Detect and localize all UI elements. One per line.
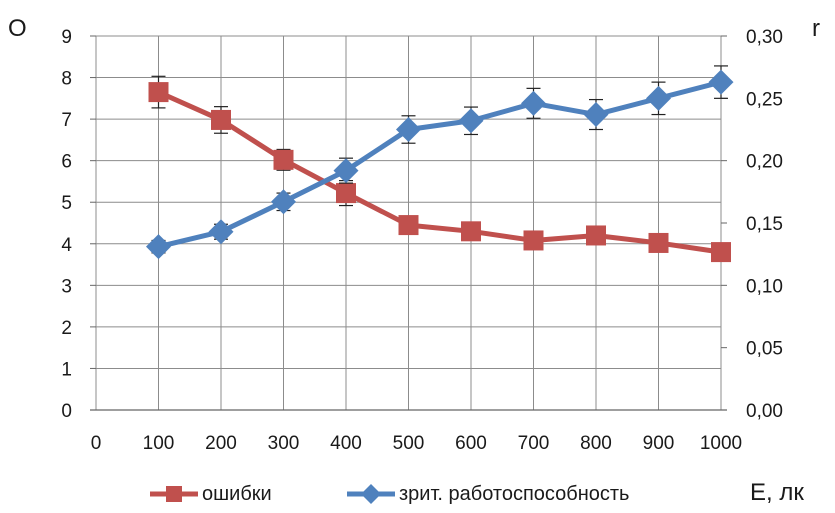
series-1 bbox=[148, 75, 731, 263]
left-tick-label: 0 bbox=[61, 401, 72, 422]
data-point bbox=[148, 82, 169, 103]
right-tick-label: 0,10 bbox=[746, 276, 783, 297]
x-tick-label: 200 bbox=[205, 433, 237, 454]
x-tick-label: 800 bbox=[580, 433, 612, 454]
data-point bbox=[648, 232, 669, 253]
data-point bbox=[398, 215, 419, 236]
data-point bbox=[646, 85, 671, 111]
right-tick-label: 0,15 bbox=[746, 214, 783, 235]
left-tick-label: 5 bbox=[61, 193, 72, 214]
legend: ошибки зрит. работоспособность bbox=[150, 483, 629, 505]
right-axis-label: r bbox=[812, 15, 820, 42]
series-line bbox=[157, 89, 722, 255]
data-point bbox=[396, 117, 421, 142]
data-point bbox=[333, 158, 359, 184]
x-tick-label: 0 bbox=[91, 433, 102, 454]
x-tick-label: 900 bbox=[643, 433, 675, 454]
left-tick-label: 3 bbox=[61, 276, 72, 297]
data-point bbox=[708, 69, 734, 95]
left-tick-label: 6 bbox=[61, 152, 72, 173]
data-point bbox=[711, 242, 731, 263]
data-point bbox=[273, 149, 294, 170]
data-point bbox=[583, 102, 609, 128]
right-tick-label: 0,00 bbox=[746, 401, 783, 422]
x-tick-label: 1000 bbox=[700, 433, 742, 454]
legend-label: зрит. работоспособность bbox=[399, 483, 629, 505]
legend-marker bbox=[361, 484, 381, 504]
legend-marker bbox=[166, 486, 182, 502]
data-point bbox=[458, 108, 484, 134]
left-tick-label: 7 bbox=[61, 110, 72, 131]
series-2 bbox=[146, 65, 734, 260]
left-axis-ticks: 0 1 2 3 4 5 6 7 8 9 bbox=[61, 27, 72, 422]
left-tick-label: 8 bbox=[61, 69, 72, 90]
left-tick-label: 4 bbox=[61, 235, 72, 256]
right-axis-ticks: 0,00 0,05 0,10 0,15 0,20 0,25 0,30 bbox=[746, 27, 783, 422]
left-tick-label: 2 bbox=[61, 318, 72, 339]
right-tick-label: 0,05 bbox=[746, 339, 783, 360]
data-point bbox=[586, 225, 606, 246]
right-tick-label: 0,20 bbox=[746, 152, 783, 173]
x-tick-label: 700 bbox=[518, 433, 550, 454]
x-tick-label: 300 bbox=[268, 433, 300, 454]
x-tick-label: 100 bbox=[143, 433, 175, 454]
data-point bbox=[523, 230, 544, 251]
data-point bbox=[521, 90, 546, 116]
left-tick-label: 9 bbox=[61, 27, 72, 48]
data-point bbox=[336, 183, 356, 204]
data-point bbox=[271, 189, 296, 215]
x-axis-ticks: 0 100 200 300 400 500 600 700 800 900 1000 bbox=[91, 433, 742, 454]
right-tick-label: 0,30 bbox=[746, 27, 783, 48]
right-tick-label: 0,25 bbox=[746, 89, 783, 110]
x-tick-label: 500 bbox=[393, 433, 425, 454]
series-line bbox=[157, 79, 722, 250]
data-point bbox=[208, 219, 234, 245]
data-point bbox=[211, 109, 231, 130]
data-point bbox=[461, 221, 481, 242]
data-point bbox=[146, 234, 171, 260]
x-axis-label: E, лк bbox=[750, 479, 804, 506]
x-tick-label: 600 bbox=[455, 433, 487, 454]
x-tick-label: 400 bbox=[330, 433, 362, 454]
plot-series bbox=[146, 65, 734, 263]
left-tick-label: 1 bbox=[61, 359, 72, 380]
left-axis-label: О bbox=[8, 15, 27, 42]
legend-label: ошибки bbox=[202, 483, 272, 505]
